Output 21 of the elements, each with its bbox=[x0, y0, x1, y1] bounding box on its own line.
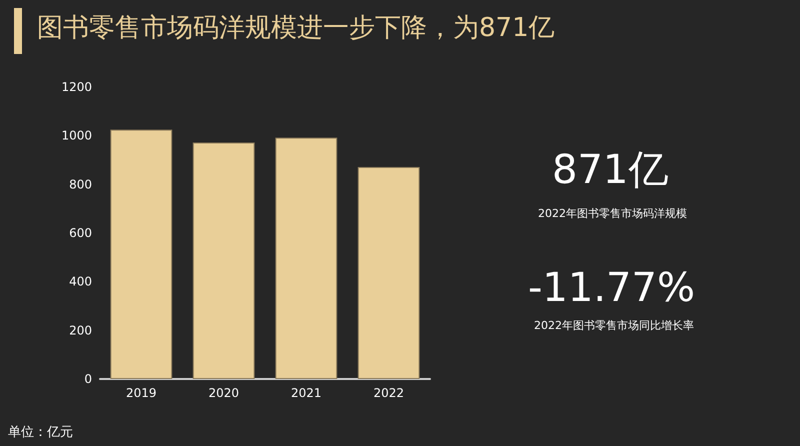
y-tick-label: 0 bbox=[84, 372, 92, 386]
y-tick-label: 800 bbox=[69, 177, 92, 192]
y-tick-label: 200 bbox=[69, 323, 92, 338]
text: 871亿 bbox=[552, 147, 668, 193]
text: -11.77% bbox=[528, 265, 695, 311]
x-tick-label: 2019 bbox=[126, 386, 157, 400]
bar bbox=[358, 167, 420, 379]
bar bbox=[192, 142, 255, 379]
chart-title: 图书零售市场码洋规模进一步下降，为871亿 bbox=[37, 13, 555, 43]
text: 单位：亿元 bbox=[8, 425, 73, 440]
x-tick-label: 2022 bbox=[373, 386, 404, 400]
x-tick-label: 2020 bbox=[208, 386, 240, 400]
y-tick-label: 1200 bbox=[61, 80, 92, 94]
y-tick-label: 1000 bbox=[61, 128, 92, 143]
x-tick-label: 2021 bbox=[290, 386, 322, 400]
y-tick-label: 400 bbox=[69, 274, 92, 289]
y-tick-label: 600 bbox=[69, 226, 92, 240]
bar bbox=[275, 138, 338, 379]
text: 2022年图书零售市场同比增长率 bbox=[534, 319, 694, 332]
text: 2022年图书零售市场码洋规模 bbox=[538, 207, 687, 220]
bar bbox=[110, 130, 172, 379]
